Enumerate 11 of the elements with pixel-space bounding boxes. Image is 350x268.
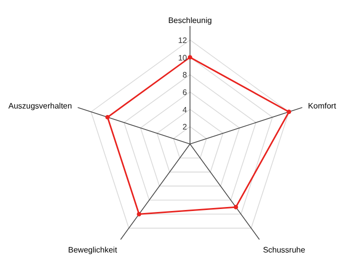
y-tick-label: 2 [182,122,188,132]
spoke-label: Schussruhe [262,245,306,254]
spoke-label: Beweglichkeit [68,245,118,254]
y-tick-label: 10 [178,53,188,62]
spoke-label: Komfort [308,102,337,111]
spoke-label: Beschleunig [168,16,212,25]
y-tick-label: 4 [182,105,188,114]
y-tick-label: 8 [182,70,188,80]
spoke-label: Auszugsverhalten [8,102,72,111]
y-tick-label: 12 [178,36,188,45]
y-tick-label: 6 [182,88,188,97]
